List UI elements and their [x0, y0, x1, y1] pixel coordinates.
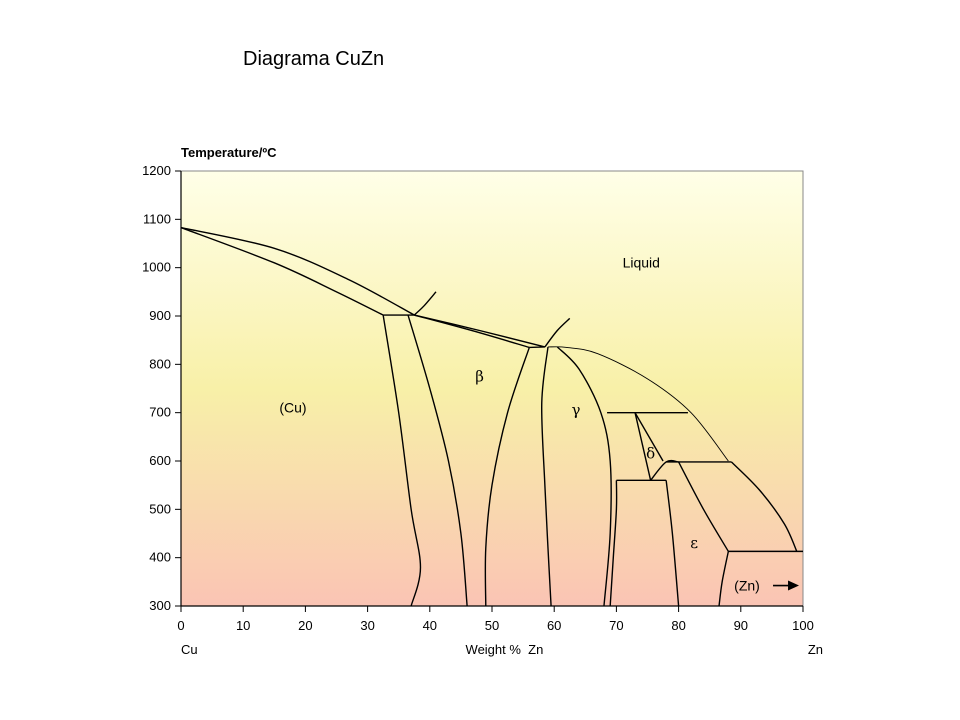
region-label-beta: β: [475, 367, 484, 385]
boundary-liquidus-cu: [180, 226, 415, 316]
y-tick-label: 800: [149, 356, 171, 371]
region-label-cu: (Cu): [279, 400, 306, 416]
x-tick-label: 10: [236, 618, 250, 633]
x-tick-label: 60: [547, 618, 561, 633]
boundary-zn-solvus: [718, 551, 730, 607]
boundary-epsilon-left: [665, 480, 680, 607]
y-tick-label: 1100: [143, 211, 171, 226]
y-tick-label: 1000: [142, 260, 171, 275]
boundary-solidus-cu: [180, 226, 384, 316]
region-label-liquid: Liquid: [623, 255, 660, 271]
y-tick-label: 400: [149, 550, 171, 565]
boundary-liquidus-gamma: [547, 346, 729, 462]
x-tick-label: 20: [298, 618, 312, 633]
region-label-gamma: γ: [571, 401, 580, 419]
boundary-gamma-right-solvus: [556, 346, 612, 607]
boundary-delta-left: [634, 412, 652, 481]
region-label-delta: δ: [646, 445, 655, 463]
boundary-gamma-vertical-lower: [609, 480, 618, 607]
boundary-gamma-left-solvus: [540, 346, 552, 607]
boundary-beta-right-solvus: [484, 347, 530, 607]
boundary-cu-solvus: [382, 314, 422, 607]
y-axis: 300 400 500 600 700 800 900 1000 1100 1200: [142, 163, 182, 613]
x-tick-label: 0: [177, 618, 184, 633]
phase-boundaries: [180, 226, 803, 607]
y-axis-title: Temperature/ºC: [181, 145, 277, 160]
y-tick-label: 600: [149, 453, 171, 468]
slide-title: Diagrama CuZn: [243, 48, 385, 70]
boundary-solidus-beta: [414, 314, 530, 349]
boundary-liquidus-epsilon: [730, 461, 798, 552]
boundary-liquidus-gamma-tail: [544, 317, 571, 348]
x-tick-label: 70: [609, 618, 623, 633]
y-tick-label: 900: [149, 308, 171, 323]
x-axis-left-label: Cu: [181, 642, 198, 657]
region-label-epsilon: ε: [690, 534, 698, 552]
y-tick-label: 700: [149, 405, 171, 420]
x-tick-label: 30: [360, 618, 374, 633]
x-tick-label: 40: [423, 618, 437, 633]
x-tick-label: 80: [671, 618, 685, 633]
x-tick-label: 90: [734, 618, 748, 633]
boundary-delta-right: [634, 412, 664, 462]
x-tick-label: 100: [792, 618, 814, 633]
x-tick-label: 50: [485, 618, 499, 633]
y-tick-label: 500: [149, 501, 171, 516]
boundary-liquidus-beta-tail: [413, 291, 437, 316]
boundary-beta-left-solvus: [407, 314, 468, 607]
x-axis-title: Weight % Zn: [466, 642, 544, 657]
phase-regions: Liquid (Cu) β γ δ ε (Zn): [279, 255, 760, 594]
boundary-epsilon-right: [677, 461, 729, 552]
x-axis-right-label: Zn: [808, 642, 823, 657]
y-tick-label: 1200: [142, 163, 171, 178]
region-label-zn: (Zn): [734, 578, 760, 594]
plot-area: [180, 170, 804, 607]
y-tick-label: 300: [149, 598, 171, 613]
x-axis: 0 10 20 30 40 50 60 70 80 90 100: [177, 605, 814, 633]
arrow-right-icon: [773, 580, 800, 591]
